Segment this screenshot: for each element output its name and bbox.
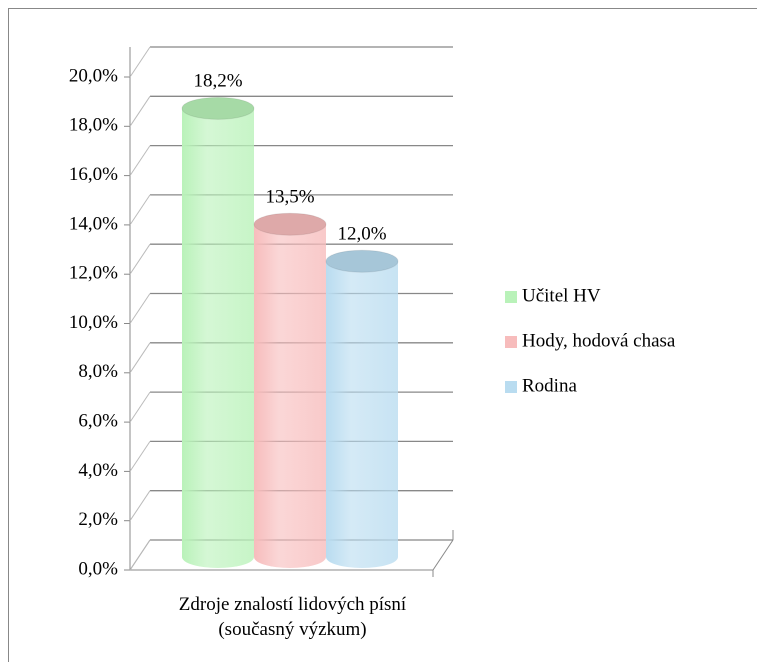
y-tick-label: 12,0%: [69, 263, 118, 284]
grid-side: [129, 243, 151, 275]
y-tick-label: 16,0%: [69, 164, 118, 185]
grid-side: [129, 96, 151, 127]
y-tick-label: 4,0%: [78, 460, 118, 481]
grid-side: [129, 145, 151, 176]
legend-label: Rodina: [522, 375, 577, 396]
y-tick-label: 18,0%: [69, 115, 118, 136]
y-tick-label: 0,0%: [78, 558, 118, 579]
grid-side: [129, 194, 151, 226]
cylinder-body: [326, 261, 398, 568]
data-label: 18,2%: [193, 71, 242, 92]
cylinder: [325, 249, 399, 568]
y-tick-label: 20,0%: [69, 65, 118, 86]
grid-side: [129, 46, 151, 78]
data-label: 13,5%: [265, 187, 314, 208]
legend-label: Hody, hodová chasa: [522, 330, 676, 351]
grid-side: [129, 539, 151, 571]
cylinder-body: [182, 108, 254, 569]
cylinder-top: [181, 96, 255, 120]
x-category-label: Zdroje znalostí lidových písní (současný…: [178, 594, 407, 640]
y-tick-label: 6,0%: [78, 410, 118, 431]
cylinder: [181, 96, 255, 569]
grid-side: [129, 391, 151, 423]
data-label: 12,0%: [337, 224, 386, 245]
grid-side: [129, 490, 151, 521]
grid-side: [129, 293, 151, 324]
legend-label: Učitel HV: [522, 285, 601, 306]
y-tick-label: 14,0%: [69, 213, 118, 234]
grid-side: [129, 441, 151, 472]
legend-swatch: [505, 381, 517, 393]
chart-frame: [8, 8, 757, 662]
y-tick-label: 2,0%: [78, 509, 118, 530]
y-tick-label: 8,0%: [78, 361, 118, 382]
cylinder-top: [253, 212, 327, 236]
cylinder: [253, 212, 327, 568]
y-tick-label: 10,0%: [69, 312, 118, 333]
legend-swatch: [505, 291, 517, 303]
cylinder-top: [325, 249, 399, 273]
floor-right: [432, 539, 454, 571]
cylinder-body: [254, 224, 326, 568]
grid-side: [129, 342, 151, 374]
legend-swatch: [505, 336, 517, 348]
